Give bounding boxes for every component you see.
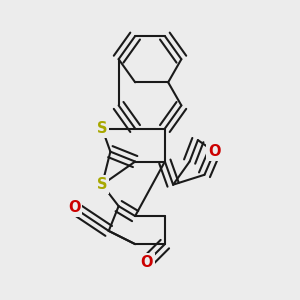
Text: O: O — [140, 255, 153, 270]
Text: S: S — [97, 177, 107, 192]
Text: S: S — [97, 121, 107, 136]
Text: O: O — [68, 200, 80, 215]
Text: O: O — [208, 144, 220, 159]
